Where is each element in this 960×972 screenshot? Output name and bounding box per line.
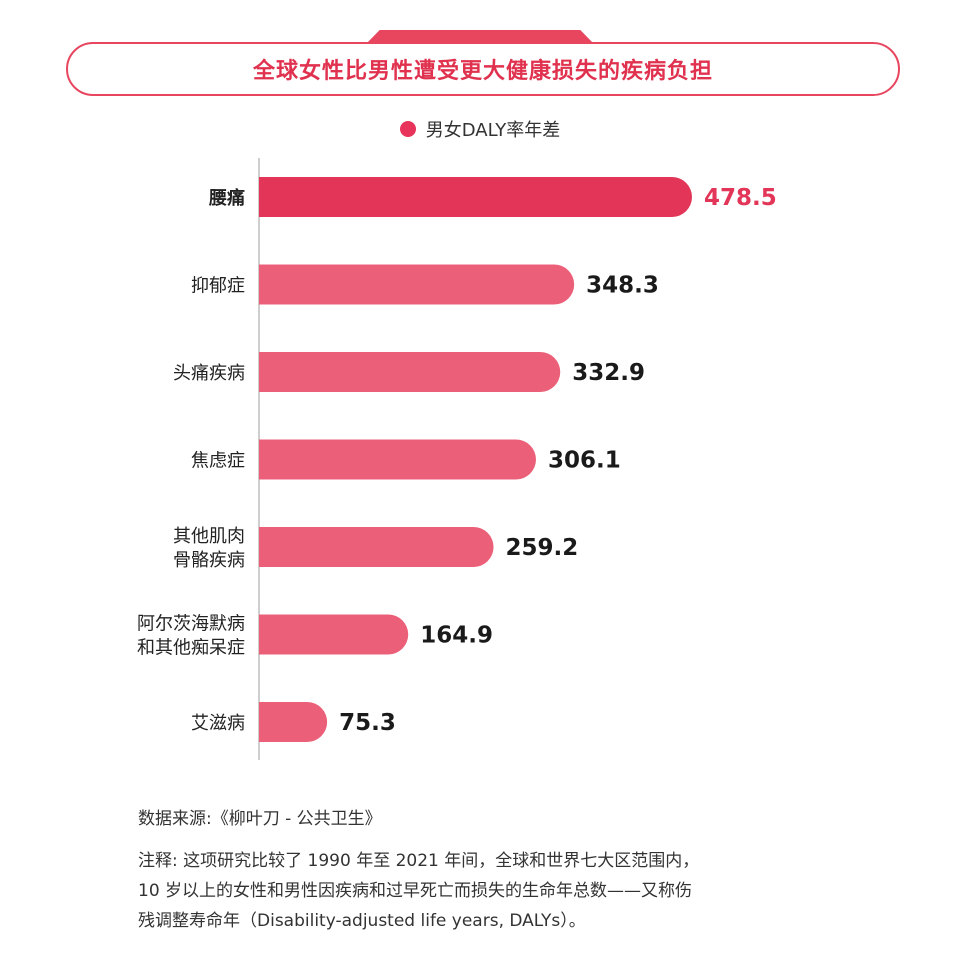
- category-label: 抑郁症: [191, 276, 245, 297]
- category-label: 焦虑症: [191, 451, 245, 472]
- bar: [259, 527, 494, 567]
- bar: [259, 352, 561, 392]
- bar: [259, 439, 536, 480]
- title-banner: 全球女性比男性遭受更大健康损失的疾病负担: [66, 42, 900, 96]
- value-label: 332.9: [572, 360, 645, 386]
- category-label: 头痛疾病: [173, 363, 245, 384]
- note-line: 注释: 这项研究比较了 1990 年至 2021 年间，全球和世界七大区范围内，: [138, 851, 700, 871]
- value-label: 478.5: [704, 185, 777, 211]
- category-label: 艾滋病: [191, 713, 245, 734]
- note: 注释: 这项研究比较了 1990 年至 2021 年间，全球和世界七大区范围内，…: [138, 846, 838, 936]
- title-tab-decoration: [366, 30, 594, 44]
- legend-marker: [399, 121, 416, 137]
- bar: [259, 264, 575, 305]
- bar-chart: 478.5 腰痛 348.3 抑郁症 332.9 头痛疾病 306.1 焦虑症 259.2 其他肌…: [137, 158, 777, 760]
- note-line: 残调整寿命年（Disability-adjusted life years, D…: [138, 911, 586, 931]
- value-label: 75.3: [339, 710, 396, 736]
- legend-label: 男女DALY率年差: [425, 120, 561, 141]
- legend: 男女DALY率年差: [0, 116, 960, 142]
- chart-title: 全球女性比男性遭受更大健康损失的疾病负担: [252, 59, 713, 84]
- category-label: 其他肌肉: [173, 526, 245, 547]
- category-label: 骨骼疾病: [173, 550, 245, 571]
- category-label: 阿尔茨海默病: [137, 614, 245, 635]
- value-label: 348.3: [586, 273, 659, 299]
- category-label: 和其他痴呆症: [137, 638, 245, 659]
- value-label: 306.1: [548, 448, 621, 474]
- bar: [259, 702, 328, 742]
- bar: [259, 177, 692, 217]
- bar: [259, 614, 409, 655]
- value-label: 164.9: [420, 623, 493, 649]
- value-label: 259.2: [506, 535, 579, 561]
- category-label: 腰痛: [208, 187, 245, 209]
- note-line: 10 岁以上的女性和男性因疾病和过早死亡而损失的生命年总数——又称伤: [138, 881, 693, 901]
- data-source: 数据来源:《柳叶刀 - 公共卫生》: [138, 809, 382, 829]
